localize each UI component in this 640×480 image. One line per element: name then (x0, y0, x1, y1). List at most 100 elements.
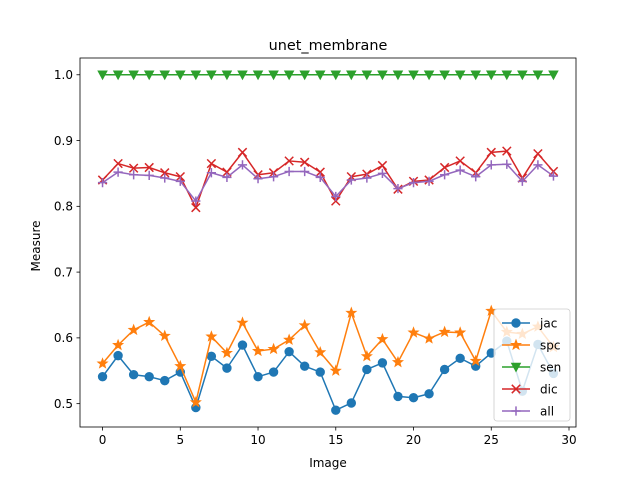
data-point-sen (439, 70, 450, 81)
data-point-all (455, 165, 465, 175)
legend-entry-all: all (502, 404, 554, 418)
data-point-dic (191, 202, 201, 213)
data-point-all (113, 167, 123, 177)
data-point-jac (377, 358, 388, 368)
legend-label: dic (540, 382, 558, 396)
plot-area (96, 70, 560, 415)
data-point-sen (299, 70, 310, 81)
data-point-spc (438, 325, 451, 338)
legend-marker (511, 406, 521, 416)
data-point-spc (283, 333, 296, 345)
data-point-spc (96, 357, 109, 369)
data-point-sen (143, 70, 155, 81)
legend-entry-spc: spc (502, 338, 560, 352)
data-point-all (362, 173, 372, 183)
chart-title: unet_membrane (269, 38, 388, 54)
data-point-spc (407, 326, 420, 338)
y-axis-label: Measure (29, 221, 43, 272)
data-point-spc (205, 330, 218, 342)
legend-marker (511, 318, 521, 328)
x-tick-label: 5 (176, 433, 184, 447)
y-tick-label: 0.9 (54, 134, 73, 148)
data-point-spc (376, 332, 389, 345)
legend: jac spc sen dic all (493, 308, 571, 422)
data-point-sen (190, 70, 202, 81)
x-tick-label: 10 (250, 433, 265, 447)
data-point-all (268, 172, 279, 182)
data-point-sen (252, 70, 264, 81)
legend-label: all (540, 404, 554, 418)
data-point-jac (284, 346, 294, 357)
data-point-jac (97, 371, 108, 382)
data-point-sen (128, 70, 139, 81)
data-point-dic (502, 146, 512, 156)
data-point-jac (299, 361, 310, 371)
data-point-sen (548, 70, 559, 81)
data-point-sen (237, 70, 248, 81)
y-tick-label: 0.6 (54, 331, 73, 345)
data-point-sen (112, 70, 124, 81)
data-point-spc (454, 326, 467, 338)
data-point-sen (485, 70, 497, 81)
data-point-jac (408, 393, 419, 403)
data-point-all (408, 178, 419, 188)
data-point-jac (439, 364, 450, 375)
legend-entry-jac: jac (502, 316, 557, 330)
data-point-all (97, 178, 108, 188)
y-tick-label: 1.0 (54, 68, 73, 82)
x-tick-label: 15 (328, 433, 343, 447)
data-point-dic (128, 163, 139, 173)
data-point-spc (298, 319, 311, 331)
data-point-jac (222, 363, 232, 373)
y-tick-label: 0.8 (54, 200, 73, 214)
data-point-spc (127, 323, 140, 336)
data-point-jac (113, 350, 123, 361)
data-point-all (393, 183, 403, 194)
legend-label: spc (540, 338, 560, 352)
data-point-jac (455, 353, 465, 363)
data-point-dic (533, 148, 543, 159)
x-tick-label: 0 (99, 433, 107, 447)
data-point-sen (423, 70, 435, 81)
data-point-spc (189, 396, 202, 408)
data-point-jac (331, 405, 341, 415)
data-point-dic (113, 158, 123, 169)
data-point-sen (268, 70, 279, 81)
data-point-all (331, 191, 341, 202)
data-point-dic (206, 158, 217, 169)
data-point-all (533, 160, 543, 170)
data-point-dic (486, 147, 496, 158)
data-point-dic (175, 171, 186, 182)
data-point-jac (346, 398, 357, 408)
data-point-jac (237, 340, 248, 350)
data-point-all (486, 160, 496, 170)
data-point-sen (361, 70, 373, 81)
data-point-jac (315, 367, 325, 377)
legend-entry-sen: sen (502, 360, 561, 374)
legend-label: jac (539, 316, 557, 330)
data-point-dic (439, 162, 450, 173)
x-tick-label: 20 (406, 433, 421, 447)
y-tick-label: 0.7 (54, 265, 73, 279)
data-point-all (237, 160, 248, 170)
data-point-sen (501, 70, 513, 81)
legend-label: sen (540, 360, 561, 374)
data-point-spc (236, 316, 249, 328)
data-point-all (175, 176, 185, 186)
data-point-sen (159, 70, 171, 81)
data-point-all (253, 174, 263, 184)
data-point-spc (391, 355, 404, 368)
data-point-spc (469, 354, 482, 367)
data-point-spc (143, 315, 156, 328)
data-point-dic (331, 196, 341, 206)
data-point-all (222, 172, 232, 182)
data-point-jac (160, 375, 170, 386)
data-point-all (440, 170, 450, 180)
series-sen (97, 70, 559, 81)
data-point-spc (423, 332, 436, 344)
data-point-spc (360, 349, 373, 362)
data-point-dic (455, 156, 465, 166)
legend-marker (510, 362, 522, 373)
data-point-all (315, 172, 325, 182)
